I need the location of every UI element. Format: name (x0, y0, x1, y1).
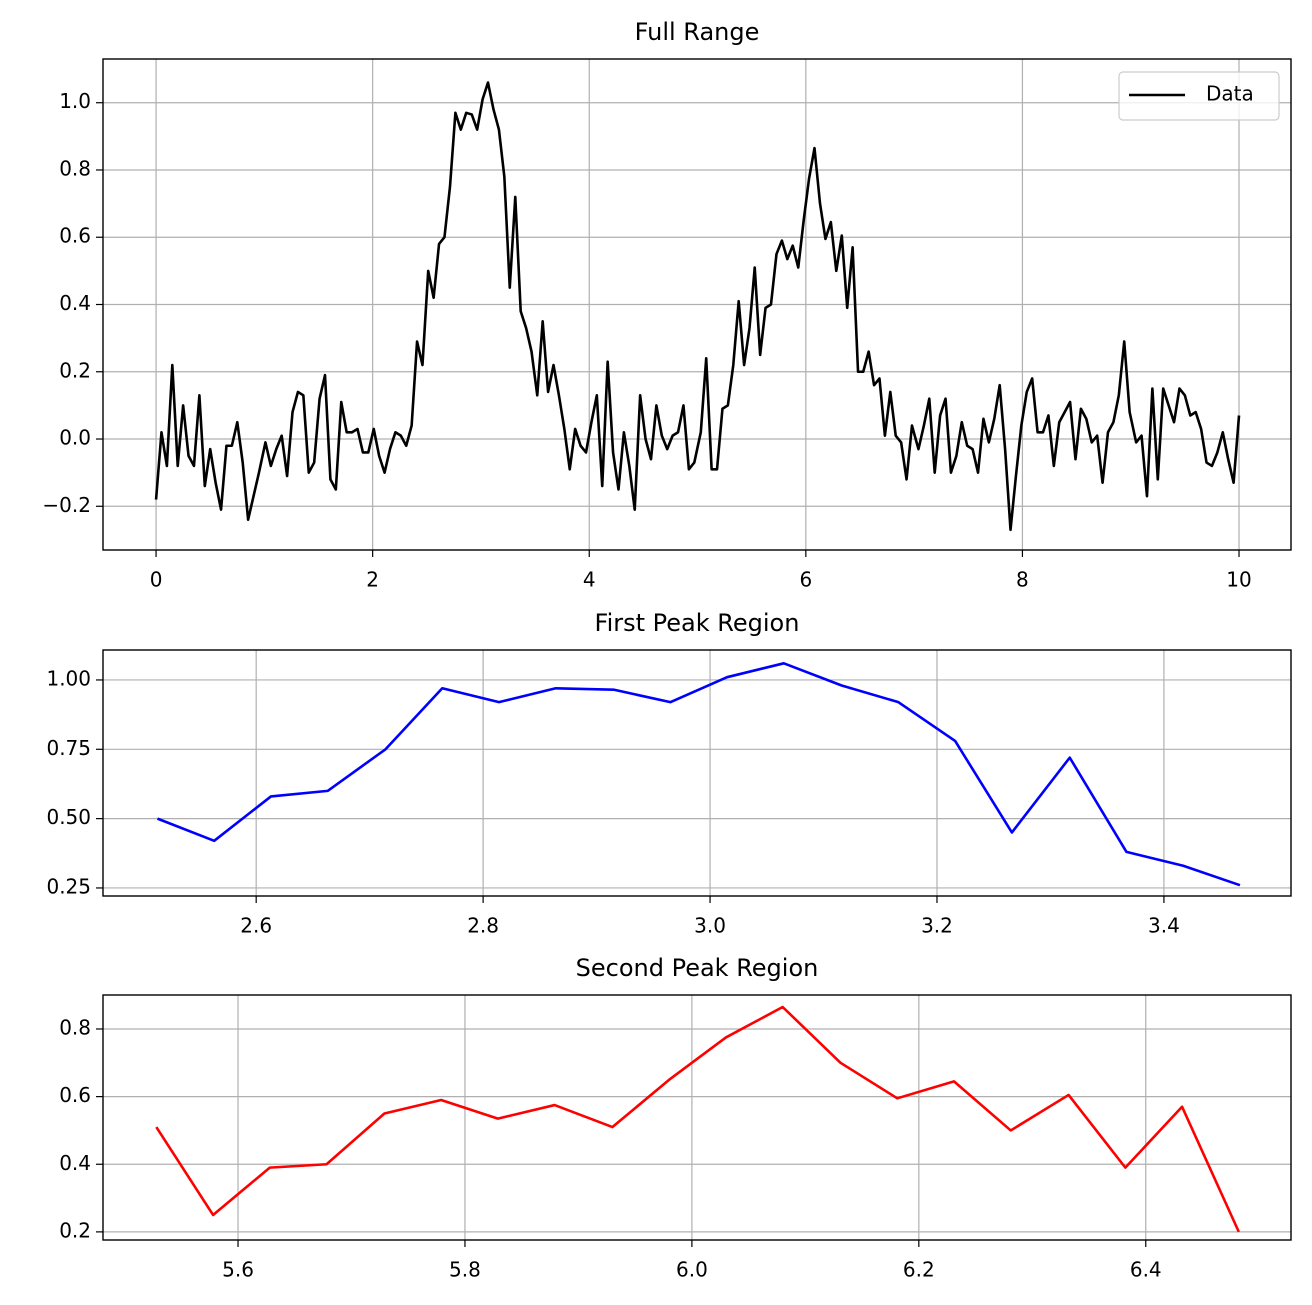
axes-frame (102, 649, 1292, 897)
y-tick-label: 0.2 (59, 1218, 91, 1242)
x-tick-label: 3.0 (694, 914, 726, 938)
x-tick-label: 4 (583, 568, 596, 592)
y-tick-label: 0.6 (59, 1083, 91, 1107)
x-tick-label: 6.0 (676, 1258, 708, 1282)
y-tick-label: 0.0 (59, 426, 91, 450)
legend-label: Data (1206, 82, 1254, 106)
y-tick-label: 1.0 (59, 89, 91, 113)
y-tick-label: 1.00 (46, 666, 91, 690)
x-tick-label: 2.6 (240, 914, 272, 938)
data-line (155, 1005, 1240, 1233)
chart-title: Full Range (635, 18, 760, 46)
legend-box (1118, 71, 1280, 121)
y-tick-label: 0.25 (46, 874, 91, 898)
y-tick-label: 0.4 (59, 291, 91, 315)
x-tick-label: 6.2 (903, 1258, 935, 1282)
x-tick-label: 0 (150, 568, 163, 592)
chart-title: Second Peak Region (576, 954, 819, 982)
axes-frame (102, 994, 1292, 1241)
x-tick-label: 3.4 (1148, 914, 1180, 938)
x-tick-label: 10 (1226, 568, 1251, 592)
x-tick-label: 6 (799, 568, 812, 592)
y-tick-label: 0.75 (46, 736, 91, 760)
y-tick-label: 0.6 (59, 224, 91, 248)
y-tick-label: 0.50 (46, 805, 91, 829)
x-tick-label: 6.4 (1130, 1258, 1162, 1282)
data-line (156, 662, 1241, 887)
x-tick-label: 2 (366, 568, 379, 592)
x-tick-label: 8 (1016, 568, 1029, 592)
data-line (154, 81, 1241, 532)
chart-title: First Peak Region (595, 609, 800, 637)
axes-frame (102, 58, 1292, 551)
y-tick-label: 0.8 (59, 1015, 91, 1039)
x-tick-label: 5.8 (449, 1258, 481, 1282)
y-tick-label: −0.2 (42, 493, 91, 517)
y-tick-label: 0.2 (59, 358, 91, 382)
y-tick-label: 0.8 (59, 156, 91, 180)
x-tick-label: 2.8 (467, 914, 499, 938)
x-tick-label: 5.6 (222, 1258, 254, 1282)
y-tick-label: 0.4 (59, 1151, 91, 1175)
x-tick-label: 3.2 (921, 914, 953, 938)
